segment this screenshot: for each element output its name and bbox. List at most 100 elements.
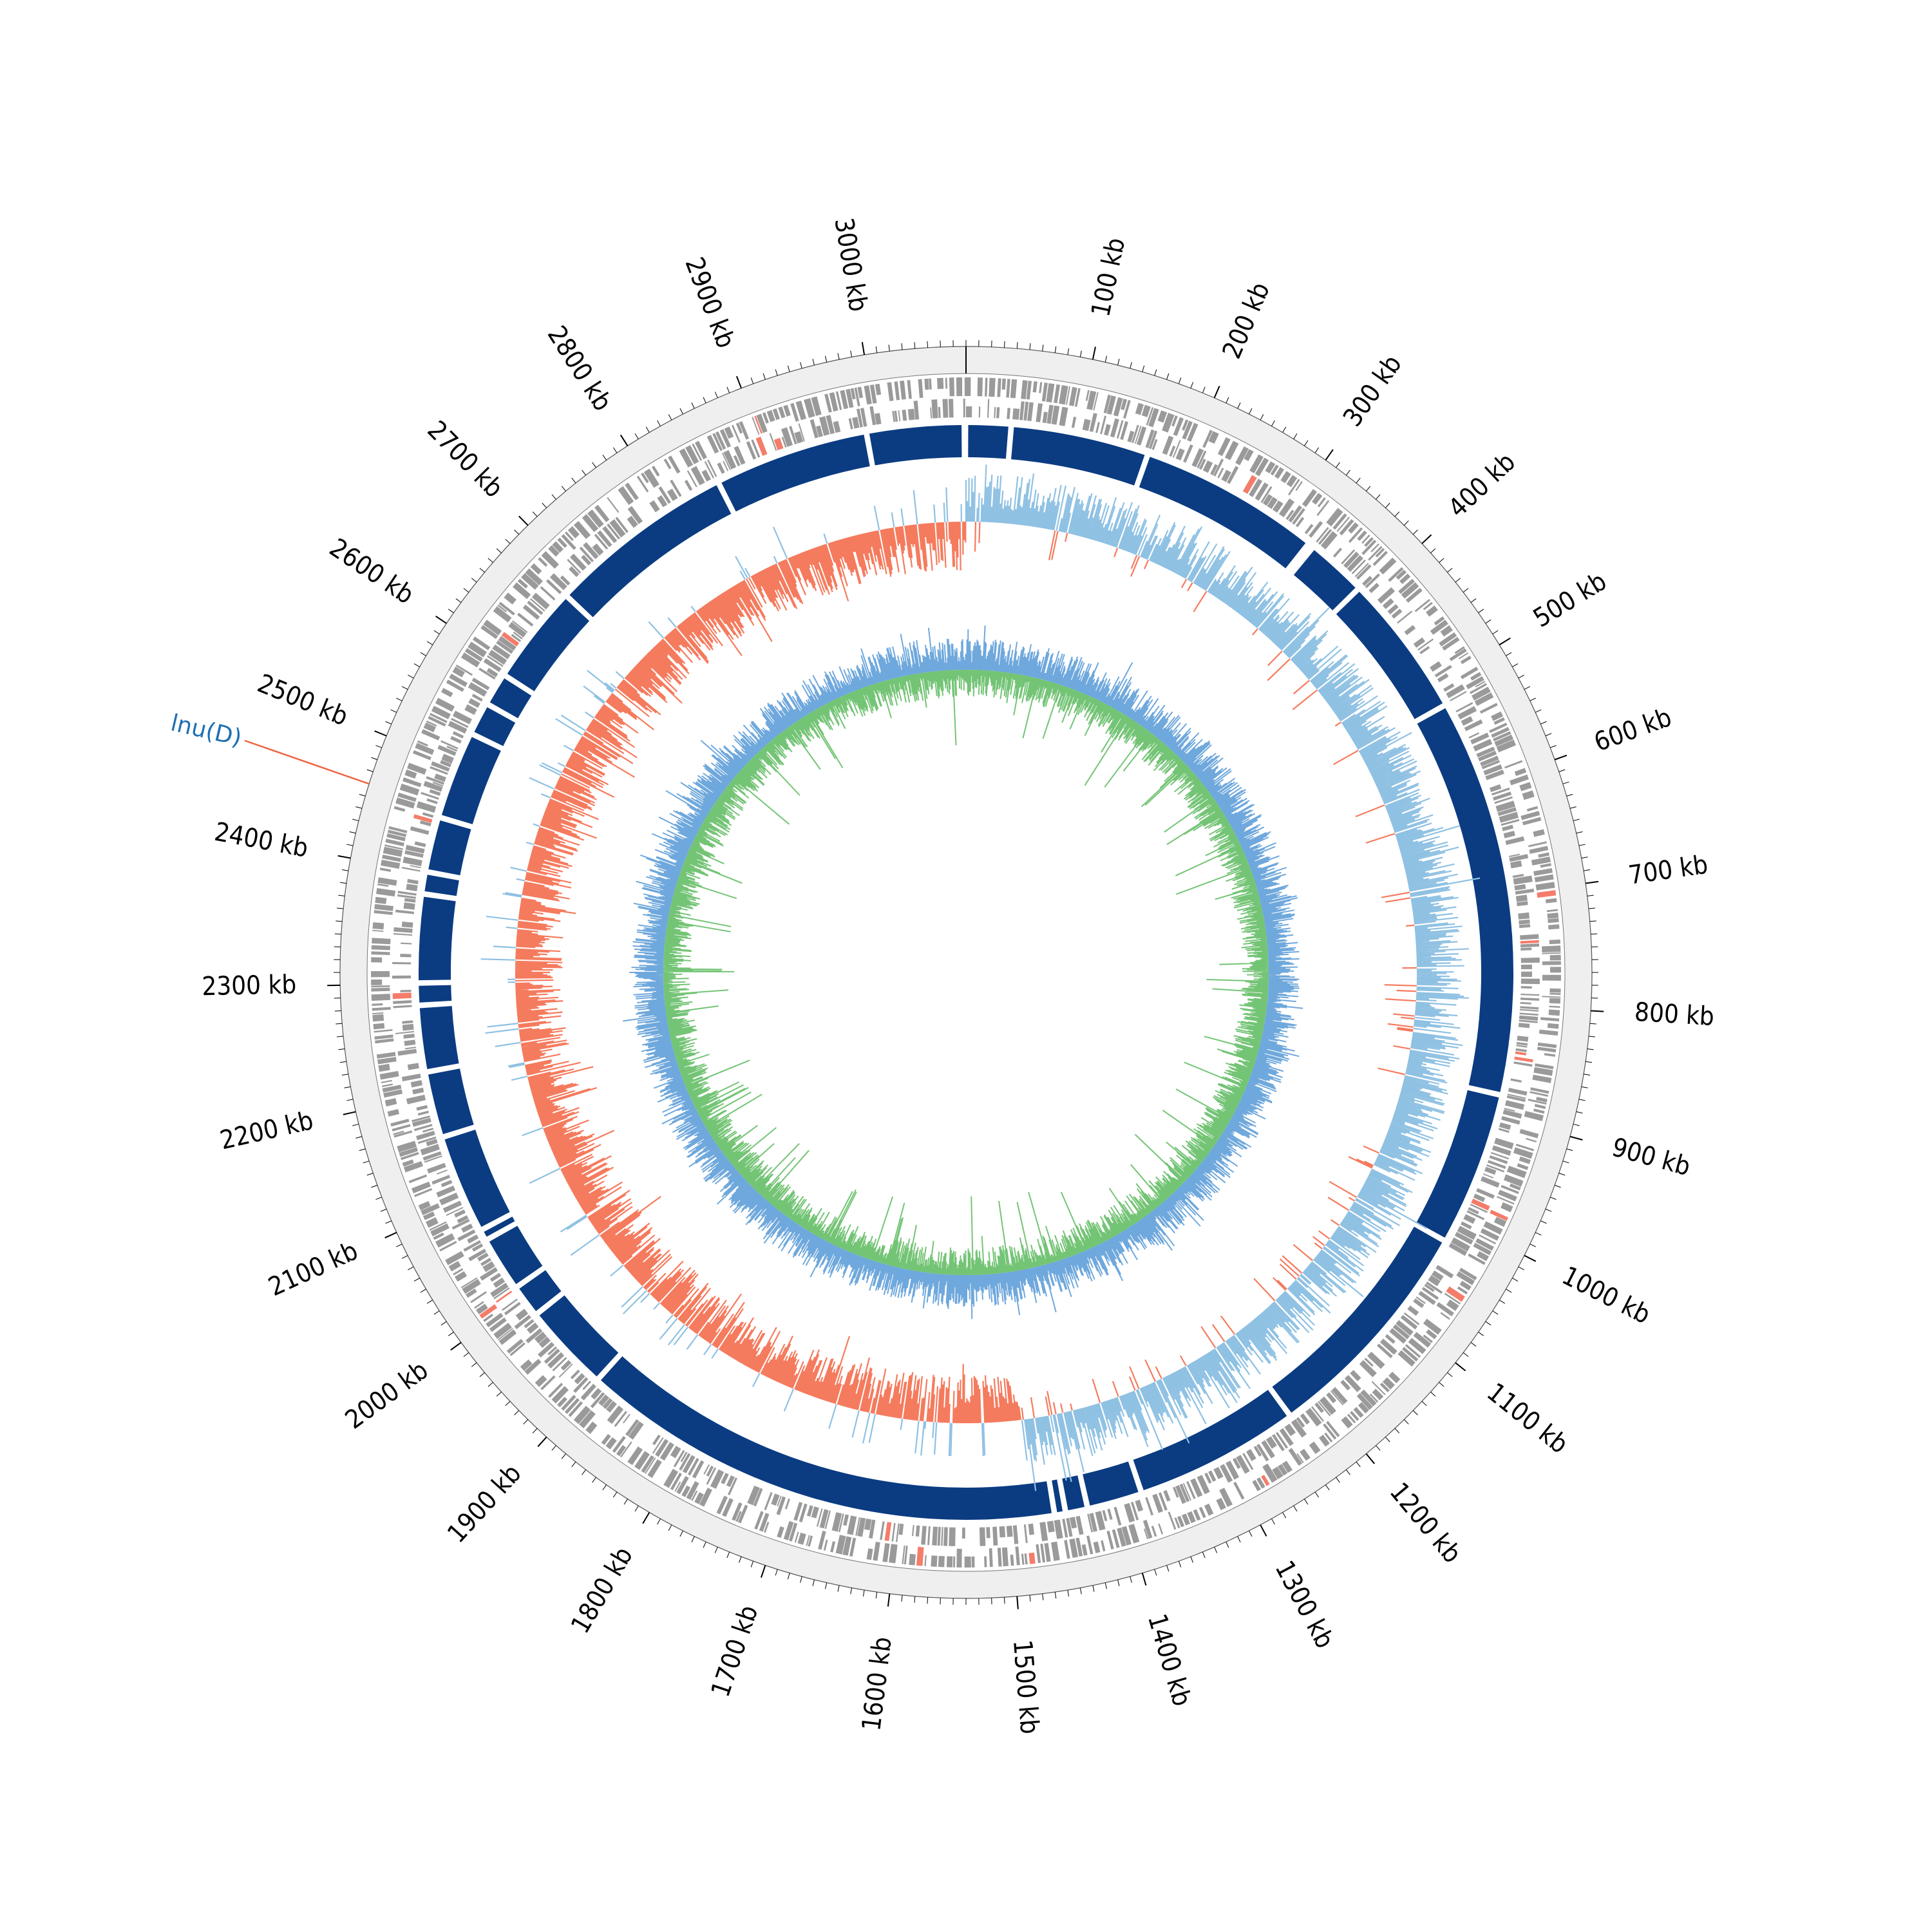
gene-feature (1357, 530, 1367, 541)
gene-feature (795, 401, 807, 421)
contig-block (539, 1295, 619, 1377)
minor-tick (1304, 1499, 1309, 1505)
gene-feature (1517, 1036, 1529, 1042)
gene-feature (1340, 1379, 1351, 1391)
minor-tick (352, 819, 359, 821)
gene-feature (400, 989, 412, 992)
minor-tick (1293, 433, 1298, 440)
gene-feature (723, 450, 737, 469)
gene-feature (1520, 940, 1539, 944)
gene-feature (460, 1277, 478, 1289)
minor-tick (1178, 377, 1182, 384)
tick-label: 1800 kb (565, 1542, 639, 1638)
minor-tick (1249, 408, 1253, 415)
gene-feature (1457, 1286, 1468, 1294)
gene-feature (687, 470, 697, 488)
gene-feature (541, 551, 559, 569)
gene-feature (864, 385, 872, 405)
gene-feature (1069, 1517, 1077, 1529)
gene-feature (1520, 811, 1540, 820)
gene-feature (557, 537, 567, 548)
gene-feature (849, 1537, 857, 1557)
gene-feature (410, 865, 421, 869)
gene-feature (1062, 1519, 1068, 1538)
gene-feature (712, 433, 723, 451)
gene-feature (918, 379, 923, 398)
gene-feature (942, 399, 949, 418)
gene-feature (1499, 1122, 1511, 1130)
minor-tick (514, 1410, 520, 1416)
major-tick (1591, 1010, 1604, 1012)
gene-feature (1204, 1472, 1212, 1484)
minor-tick (514, 529, 520, 535)
gene-feature (479, 1267, 498, 1281)
gene-feature (1385, 1334, 1396, 1344)
gene-feature (1100, 415, 1107, 435)
contig-track-layer (419, 425, 1513, 1520)
gene-feature (426, 798, 438, 804)
gene-feature (601, 1434, 611, 1445)
gene-feature (1519, 1019, 1538, 1023)
gene-feature (582, 514, 599, 533)
gene-feature (1123, 400, 1131, 419)
gene-feature (583, 542, 599, 560)
gene-feature (454, 1271, 468, 1282)
gene-feature (1331, 1387, 1348, 1405)
gene-feature (747, 1485, 760, 1506)
gene-feature (1538, 852, 1549, 858)
gene-feature (1252, 1479, 1261, 1492)
gene-feature (372, 1012, 384, 1015)
gene-feature (1347, 1414, 1356, 1424)
minor-tick (1589, 920, 1596, 922)
minor-tick (1336, 1477, 1340, 1483)
gene-feature (1382, 1377, 1396, 1390)
gene-feature (1506, 1095, 1526, 1103)
minor-tick (1117, 359, 1120, 366)
gene-feature (756, 413, 768, 433)
gene-feature (835, 391, 842, 410)
gene-feature (1549, 954, 1561, 961)
gene-feature (1533, 829, 1545, 837)
minor-tick (1356, 1461, 1361, 1468)
tick-label: 1300 kb (1269, 1556, 1340, 1653)
gene-feature (1387, 604, 1399, 615)
gene-feature (899, 381, 906, 400)
gene-feature (932, 1526, 938, 1546)
gene-feature (722, 1498, 734, 1517)
gene-feature (997, 1548, 1002, 1567)
gene-feature (1537, 1042, 1557, 1048)
gene-feature (618, 486, 634, 506)
gene-feature (381, 859, 401, 869)
gene-feature (1309, 1441, 1321, 1454)
minor-tick (433, 630, 440, 634)
gene-feature (1010, 1555, 1014, 1566)
gene-feature (412, 1087, 424, 1095)
gene-feature (547, 1352, 565, 1368)
gene-feature (684, 480, 693, 491)
gene-feature (1369, 1393, 1379, 1403)
gene-feature (406, 884, 418, 891)
gene-feature (1396, 1320, 1414, 1336)
gene-feature (892, 411, 896, 422)
minor-tick (1003, 341, 1005, 348)
gene-feature (607, 497, 620, 513)
gene-feature (1549, 992, 1561, 995)
gene-feature (1459, 1280, 1472, 1291)
gene-feature (393, 927, 413, 933)
minor-tick (1485, 1321, 1492, 1326)
minor-tick (750, 1560, 754, 1567)
gene-feature (374, 910, 393, 915)
gene-feature (1493, 717, 1505, 725)
gene-feature (1497, 1196, 1515, 1205)
gene-feature (487, 655, 504, 667)
gene-feature (382, 1084, 402, 1093)
gene-feature (1101, 1540, 1106, 1552)
minor-tick (800, 362, 802, 369)
minor-tick (1584, 1074, 1591, 1076)
gene-feature (1549, 1005, 1560, 1009)
minor-tick (488, 558, 493, 563)
gene-feature (437, 744, 457, 756)
gene-feature (489, 1273, 502, 1282)
gene-feature (529, 598, 545, 612)
gene-feature (530, 563, 542, 575)
